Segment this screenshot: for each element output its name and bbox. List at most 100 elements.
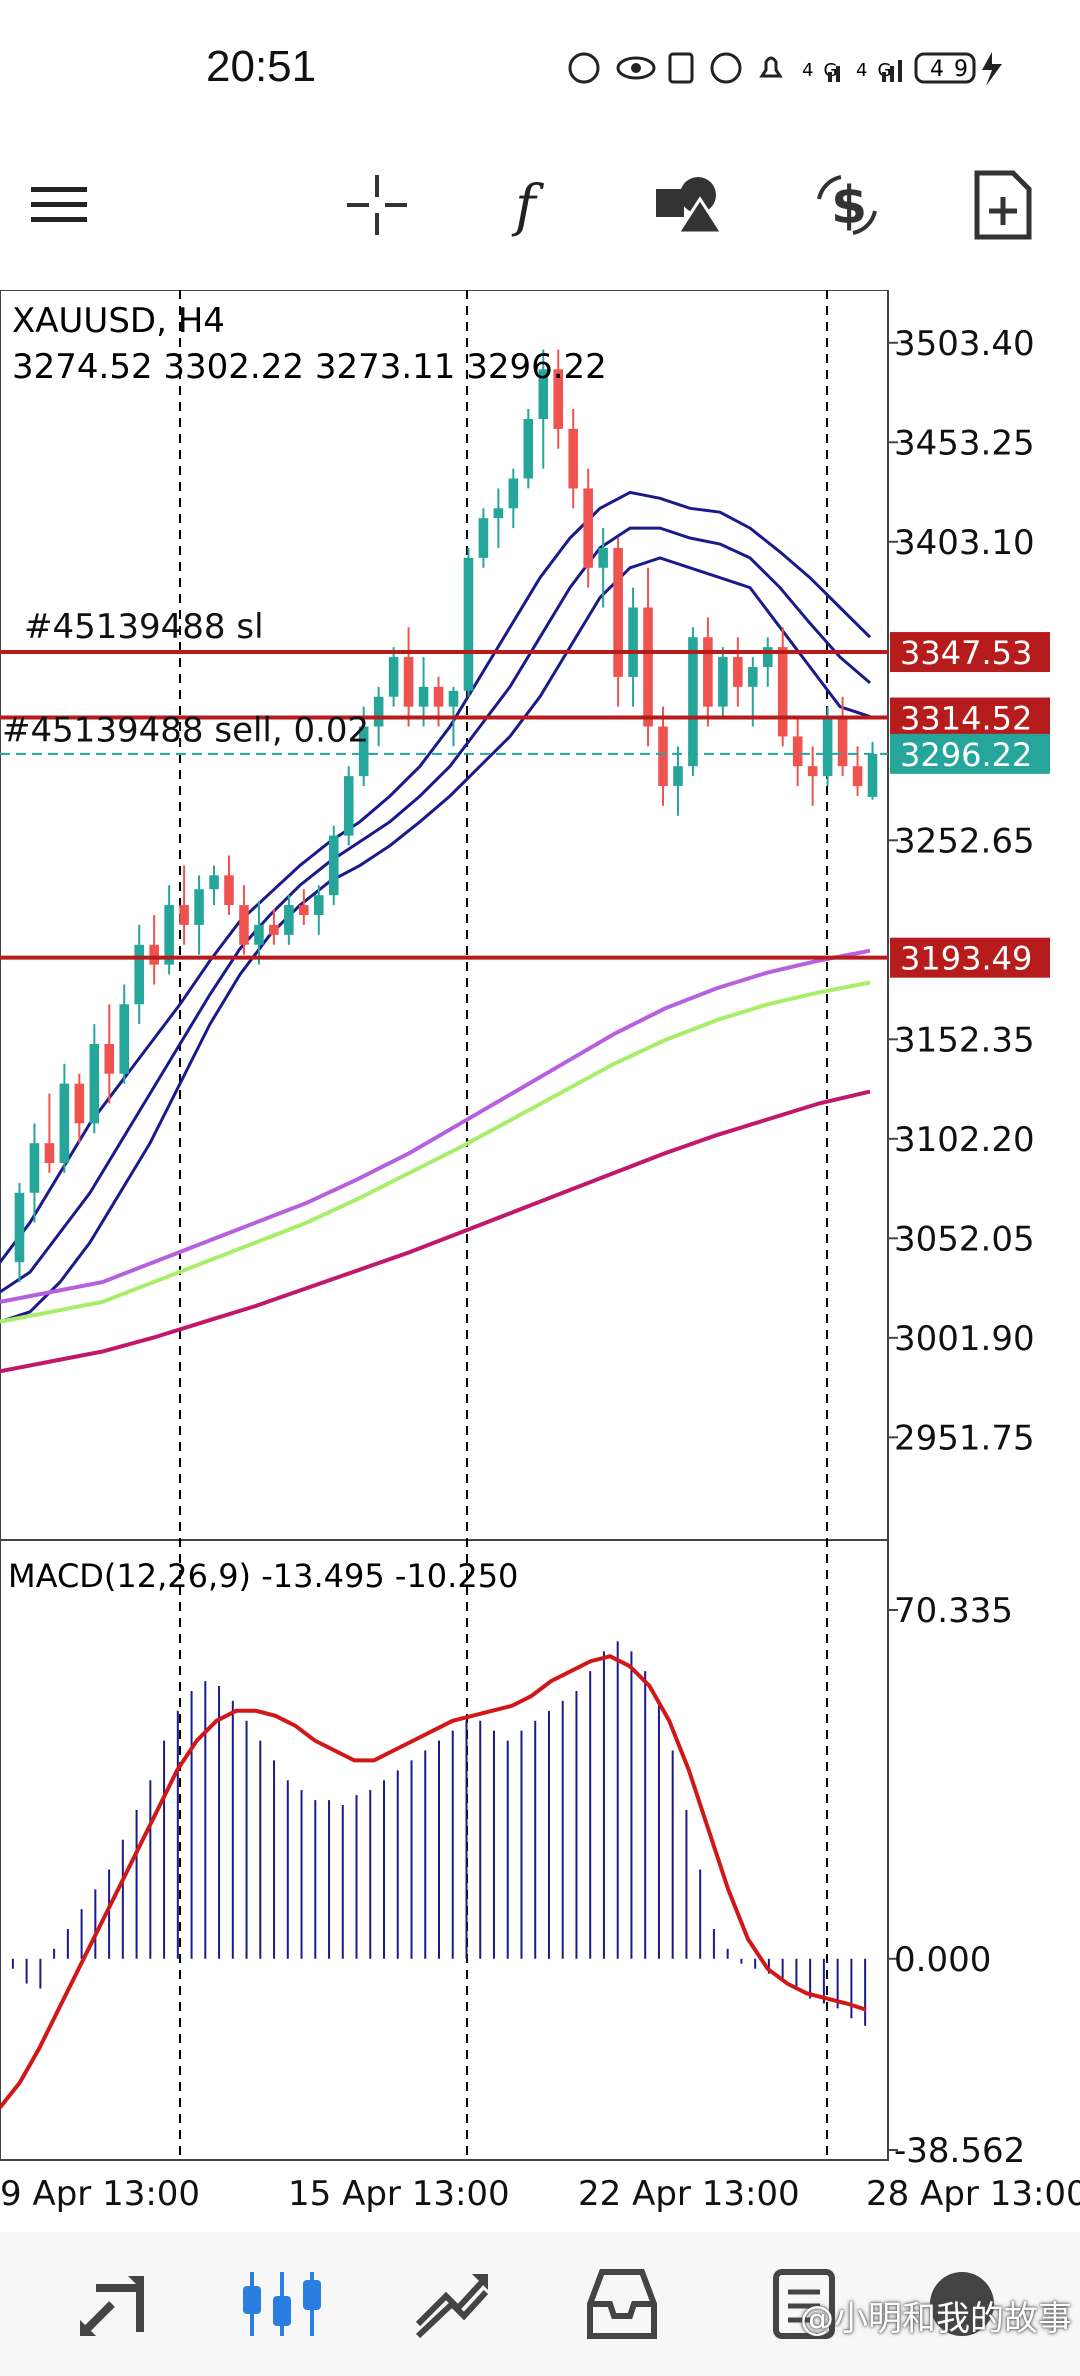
- candle-body: [867, 753, 878, 797]
- watermark-text: @小明和我的故事: [800, 2299, 1072, 2339]
- level-price-label: 3193.49: [900, 940, 1032, 978]
- level-price-tag: [890, 697, 1050, 738]
- candle-body: [643, 607, 653, 727]
- candle-body: [538, 369, 549, 419]
- candle-body: [89, 1043, 100, 1124]
- candle-body: [119, 1004, 130, 1074]
- candle-body: [179, 905, 189, 925]
- candle-body: [254, 924, 264, 945]
- candle-body: [14, 1192, 25, 1263]
- candle-body: [508, 478, 519, 509]
- svg-text:$: $: [831, 176, 867, 236]
- moving-average-line: [0, 1089, 871, 1374]
- level-price-label: 3314.52: [900, 700, 1032, 738]
- moving-average-line: [0, 980, 871, 1324]
- candle-body: [59, 1083, 70, 1164]
- bottom-navigation: @小明和我的故事: [0, 2232, 1080, 2376]
- price-tick-label: 3403.10: [894, 523, 1035, 563]
- trade-tab[interactable]: [392, 2254, 512, 2354]
- svg-text:f: f: [511, 174, 545, 237]
- settings-tab[interactable]: [902, 2254, 1022, 2354]
- candle-body: [373, 696, 384, 727]
- candle-body: [553, 369, 564, 429]
- price-tick-label: 3252.65: [894, 821, 1035, 861]
- function-icon[interactable]: f: [478, 150, 588, 260]
- candle-body: [628, 607, 638, 677]
- battery-level: 49: [930, 57, 978, 82]
- candle-body: [688, 637, 698, 767]
- price-tick-label: 3102.20: [894, 1120, 1035, 1160]
- shapes-icon[interactable]: [634, 150, 744, 260]
- trade-levels: 3347.53 #45139488 sl 3314.52 #45139488 sell…: [0, 607, 1050, 978]
- symbol-title: XAUUSD, H4: [12, 301, 225, 341]
- price-tick-label: 3453.25: [894, 423, 1035, 463]
- candle-body: [343, 776, 354, 836]
- price-tick-label: 3052.05: [894, 1219, 1035, 1259]
- menu-icon[interactable]: [6, 150, 116, 260]
- level-price-label: 3347.53: [900, 634, 1032, 672]
- level-price-tag: [890, 632, 1050, 673]
- price-chart-frame: [0, 290, 889, 1541]
- svg-text:4G: 4G: [802, 60, 847, 81]
- crosshair-icon[interactable]: [322, 150, 432, 260]
- candle-body: [388, 657, 399, 697]
- price-tick-label: 3001.90: [894, 1319, 1035, 1359]
- macd-tick-label: 70.335: [894, 1591, 1013, 1631]
- price-axis: 3503.40 3453.25 3403.10 3252.65 3152.35 3102.…: [888, 324, 1035, 1458]
- messages-tab[interactable]: [744, 2254, 864, 2354]
- macd-chart-frame: [0, 1539, 889, 2161]
- candle-body: [299, 905, 309, 915]
- candle-body: [269, 924, 279, 935]
- candle-body: [239, 905, 249, 945]
- moving-average-line: [0, 948, 871, 1304]
- candle-body: [822, 716, 833, 777]
- status-icons: 4G 4G 49: [566, 46, 1046, 99]
- dollar-refresh-icon[interactable]: $: [792, 150, 902, 260]
- bollinger-band-line: [0, 490, 872, 1264]
- price-tick-label: 3152.35: [894, 1020, 1035, 1060]
- toolbar: f $: [0, 150, 1080, 270]
- price-tick-label: 2951.75: [894, 1418, 1035, 1458]
- status-bar: 20:51 4G 4G 49: [0, 0, 1080, 140]
- macd-signal-line: [0, 1654, 867, 2109]
- candle-body: [718, 657, 728, 707]
- candle-body: [463, 557, 474, 691]
- candle-body: [224, 875, 234, 906]
- last-price-label: 3296.22: [900, 736, 1032, 774]
- candle-body: [418, 686, 429, 707]
- candle-body: [733, 657, 743, 687]
- candle-body: [433, 686, 444, 707]
- candle-body: [777, 647, 788, 737]
- candle-body: [328, 835, 339, 896]
- candle-body: [104, 1043, 115, 1074]
- candle-body: [314, 895, 324, 915]
- candle-body: [149, 944, 159, 965]
- candle-body: [448, 690, 459, 707]
- candle-body: [194, 889, 204, 925]
- quotes-tab[interactable]: [52, 2254, 172, 2354]
- candles: [14, 349, 878, 1283]
- candle-body: [583, 488, 593, 568]
- add-document-icon[interactable]: [948, 150, 1058, 260]
- chart-tab[interactable]: [222, 2254, 342, 2354]
- last-price-tag: [890, 733, 1050, 774]
- bollinger-band-line: [0, 556, 871, 1324]
- candle-body: [134, 944, 144, 1005]
- candle-body: [762, 647, 773, 667]
- level-order-label: #45139488 sl: [24, 607, 264, 647]
- candle-body: [44, 1143, 55, 1164]
- candle-body: [703, 637, 713, 707]
- macd-tick-label: 0.000: [894, 1940, 991, 1980]
- chart-area[interactable]: 3347.53 #45139488 sl 3314.52 #45139488 sell…: [0, 290, 1080, 2230]
- time-tick-label: 22 Apr 13:00: [578, 2174, 800, 2214]
- macd-tick-label: -38.562: [894, 2131, 1025, 2171]
- candle-body: [807, 766, 818, 777]
- time-tick-label: 15 Apr 13:00: [288, 2174, 510, 2214]
- history-tab[interactable]: [562, 2254, 682, 2354]
- candle-body: [478, 518, 489, 558]
- macd-title: MACD(12,26,9) -13.495 -10.250: [8, 1557, 518, 1595]
- indicator-lines: [0, 490, 872, 1374]
- candle-body: [523, 418, 534, 479]
- candle-body: [852, 766, 863, 787]
- time-tick-label: 9 Apr 13:00: [0, 2174, 200, 2214]
